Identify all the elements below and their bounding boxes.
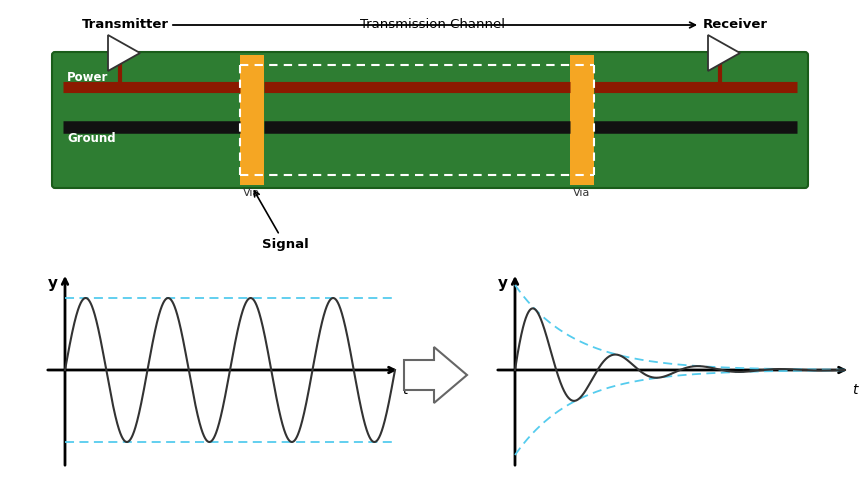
Text: t: t	[402, 383, 408, 397]
Text: Receiver: Receiver	[702, 18, 767, 31]
Text: y: y	[48, 276, 58, 291]
Text: Via: Via	[244, 188, 261, 198]
Text: t: t	[852, 383, 857, 397]
Text: Via: Via	[574, 188, 591, 198]
FancyBboxPatch shape	[52, 52, 808, 188]
Text: y: y	[498, 276, 508, 291]
Polygon shape	[404, 347, 467, 403]
Text: Transmission Channel: Transmission Channel	[359, 18, 505, 31]
Text: Signal: Signal	[254, 191, 308, 251]
Bar	[570, 55, 594, 185]
Polygon shape	[708, 35, 740, 71]
Text: Transmitter: Transmitter	[81, 18, 168, 31]
Polygon shape	[108, 35, 140, 71]
Bar	[240, 55, 264, 185]
Text: Ground: Ground	[67, 132, 116, 145]
Text: Power: Power	[67, 71, 108, 84]
